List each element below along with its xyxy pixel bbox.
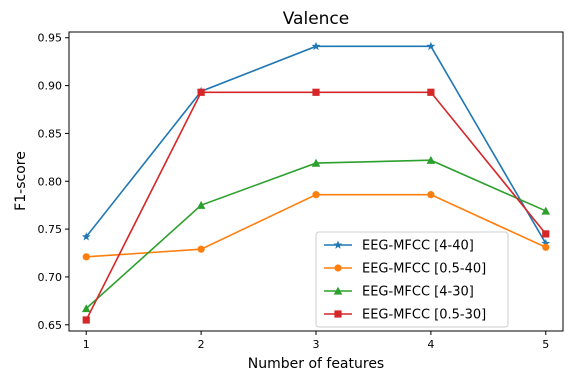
data-point: [311, 41, 321, 51]
legend-marker: [333, 286, 343, 295]
x-tick-label: 5: [542, 338, 549, 351]
data-point: [426, 41, 436, 51]
legend-item-2: EEG-MFCC [4-30]: [324, 285, 474, 300]
data-point: [82, 253, 90, 261]
data-point: [427, 191, 435, 199]
x-tick-label: 3: [313, 338, 320, 351]
legend-marker: [333, 240, 343, 249]
series-layer: [81, 41, 551, 324]
y-tick-label: 0.95: [38, 32, 63, 45]
data-point: [197, 88, 205, 96]
data-point: [311, 158, 321, 167]
y-tick-label: 0.65: [38, 319, 63, 332]
chart-title: Valence: [283, 9, 350, 29]
y-axis-title: F1-score: [13, 151, 29, 211]
legend-marker: [334, 264, 342, 272]
legend-item-1: EEG-MFCC [0.5-40]: [324, 262, 486, 277]
data-point: [81, 232, 91, 241]
data-point: [81, 304, 91, 313]
data-point: [197, 245, 205, 253]
data-point: [541, 206, 551, 215]
y-tick-label: 0.75: [38, 223, 63, 236]
legend: EEG-MFCC [4-40] EEG-MFCC [0.5-40] EEG-MFCC…: [315, 231, 509, 328]
series-3: [82, 88, 550, 324]
series-1: [82, 191, 550, 261]
legend-label: EEG-MFCC [0.5-40]: [362, 262, 486, 277]
x-tick-label: 1: [83, 338, 90, 351]
series-line: [85, 45, 547, 244]
legend-item-3: EEG-MFCC [0.5-30]: [324, 308, 486, 323]
data-point: [541, 238, 551, 248]
legend-label: EEG-MFCC [4-40]: [362, 239, 474, 254]
data-point: [82, 316, 90, 324]
data-point: [196, 200, 206, 209]
data-point: [312, 191, 320, 199]
x-axis-title: Number of features: [248, 356, 384, 372]
data-point: [542, 230, 550, 238]
x-tick-label: 4: [427, 338, 434, 351]
legend-marker: [334, 310, 342, 318]
legend-item-0: EEG-MFCC [4-40]: [324, 239, 474, 254]
legend-box: [315, 231, 509, 328]
data-point: [427, 88, 435, 96]
data-point: [312, 88, 320, 96]
data-point: [542, 243, 550, 251]
data-point: [426, 155, 436, 164]
x-tick-label: 2: [198, 338, 205, 351]
legend-label: EEG-MFCC [0.5-30]: [362, 308, 486, 323]
series-2: [81, 155, 551, 313]
y-tick-label: 0.70: [38, 271, 63, 284]
legend-label: EEG-MFCC [4-30]: [362, 285, 474, 300]
y-axis: 0.65 0.70 0.75 0.80 0.85 0.90 0.95: [38, 32, 69, 332]
x-axis: 1 2 3 4 5: [83, 331, 549, 351]
y-tick-label: 0.85: [38, 127, 63, 140]
y-tick-label: 0.90: [38, 80, 63, 93]
y-tick-label: 0.80: [38, 175, 63, 188]
